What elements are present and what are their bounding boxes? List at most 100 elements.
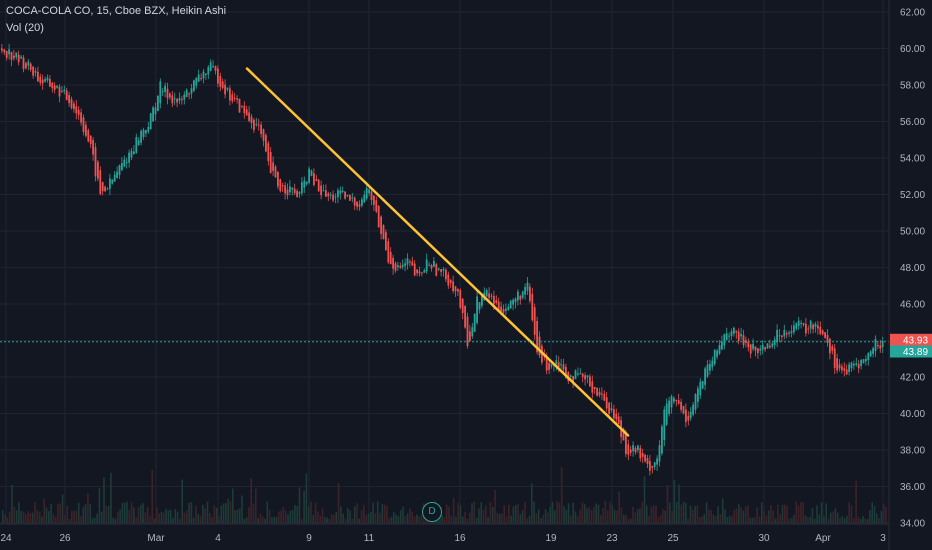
candle-body <box>682 405 685 414</box>
volume-bar <box>333 514 335 523</box>
candle-body <box>464 305 466 328</box>
candle-body <box>814 323 817 327</box>
volume-bar <box>130 502 133 523</box>
candle-body <box>848 364 850 372</box>
volume-bar <box>717 506 719 523</box>
candle-body <box>200 78 202 80</box>
candle-body <box>502 309 505 313</box>
volume-bar <box>365 514 367 523</box>
time-tick-label: 30 <box>758 533 770 544</box>
volume-bar <box>830 512 832 523</box>
volume-bar <box>556 501 558 523</box>
candle-body <box>58 86 61 97</box>
candle-body <box>862 359 865 364</box>
candle-body <box>205 73 207 75</box>
candle-body <box>579 373 582 375</box>
trendline[interactable] <box>245 67 630 437</box>
volume-bar <box>450 516 453 523</box>
volume-bar <box>117 512 119 523</box>
volume-bar <box>510 515 512 523</box>
candle-body <box>764 347 766 350</box>
volume-bar <box>307 506 310 523</box>
candle-body <box>267 143 270 161</box>
candle-body <box>310 170 313 176</box>
volume-bar <box>455 516 457 523</box>
candle-body <box>209 62 212 71</box>
volume-bar <box>655 505 657 523</box>
volume-bar <box>123 502 126 523</box>
volume-bar <box>393 512 395 523</box>
candle-body <box>97 161 99 179</box>
volume-bar <box>54 516 57 523</box>
volume-bar <box>181 479 183 523</box>
volume-bar <box>192 517 195 523</box>
volume-bar <box>395 514 397 523</box>
volume-bar <box>163 512 165 523</box>
candle-body <box>260 124 262 134</box>
symbol-legend[interactable]: COCA-COLA CO, 15, Cboe BZX, Heikin Ashi <box>6 5 227 17</box>
candle-body <box>44 79 46 82</box>
candle-body <box>327 193 330 197</box>
candle-body <box>296 190 298 198</box>
volume-bar <box>48 511 50 523</box>
candle-body <box>716 350 718 357</box>
volume-bar <box>708 509 710 523</box>
candle-body <box>135 137 138 153</box>
volume-bar <box>50 503 52 523</box>
candle-body <box>125 162 128 164</box>
volume-bar <box>859 518 862 523</box>
candle-body <box>92 139 94 155</box>
candle-body <box>351 197 354 199</box>
candle-body <box>697 388 699 402</box>
candle-body <box>106 188 109 190</box>
volume-bar <box>756 507 758 523</box>
volume-bar <box>882 503 885 523</box>
candle-body <box>481 294 483 306</box>
candle-body <box>22 57 25 69</box>
candle-body <box>687 415 690 421</box>
candle-body <box>356 201 358 207</box>
volume-legend[interactable]: Vol (20) <box>6 22 44 34</box>
volume-bar <box>526 518 528 523</box>
candle-body <box>308 168 310 183</box>
volume-bar <box>100 511 103 523</box>
candle-body <box>824 332 826 338</box>
candle-body <box>550 364 553 367</box>
candle-body <box>113 174 116 182</box>
volume-bar <box>751 518 754 523</box>
volume-bar <box>296 505 298 523</box>
candle-body <box>358 204 361 207</box>
candle-body <box>634 448 637 453</box>
volume-bar <box>457 502 459 523</box>
volume-bar <box>781 505 784 523</box>
volume-bar <box>620 507 623 523</box>
dividend-marker[interactable]: D <box>422 502 442 522</box>
candle-body <box>490 295 493 297</box>
time-axis[interactable]: 24 26 Mar 4 9 11 16 19 23 25 30 Apr 3 <box>0 523 889 544</box>
candle-body <box>843 368 846 371</box>
candle-body <box>735 330 738 333</box>
volume-bar <box>473 501 476 523</box>
candle-body <box>238 98 241 113</box>
volume-bar <box>183 512 186 523</box>
volume-bar <box>636 509 639 523</box>
candle-body <box>241 105 243 107</box>
candle-body <box>25 63 27 69</box>
volume-bar <box>733 509 735 523</box>
candle-body <box>173 98 176 100</box>
volume-bar <box>367 513 370 523</box>
candle-body <box>867 353 870 361</box>
price-axis[interactable]: 62.00 60.00 58.00 56.00 54.00 52.00 50.00 48.00… <box>888 0 925 550</box>
candle-body <box>313 173 315 185</box>
volume-bar <box>549 506 551 523</box>
candle-body <box>505 308 507 311</box>
candle-body <box>802 323 805 325</box>
volume-bar <box>643 476 646 523</box>
volume-bar <box>13 506 16 523</box>
candle-body <box>269 152 272 173</box>
volume-bar <box>11 484 13 523</box>
candle-body <box>785 333 788 335</box>
volume-bar <box>342 513 344 523</box>
candle-body <box>255 123 258 125</box>
